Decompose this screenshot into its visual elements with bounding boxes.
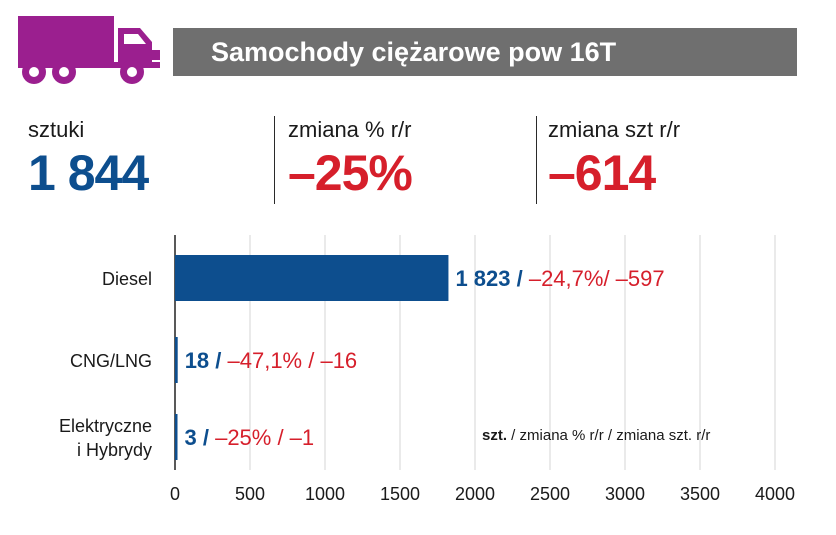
kpi-divider [536,116,537,204]
x-tick-label: 4000 [755,484,795,504]
data-label: 18 / –47,1% / –16 [185,348,357,373]
bar [175,337,178,383]
kpi-change-units-value: –614 [548,145,656,201]
x-tick-label: 1500 [380,484,420,504]
x-tick-label: 3000 [605,484,645,504]
kpi-units-value: 1 844 [28,145,149,201]
kpi-change-percent-label: zmiana % r/r [288,117,412,142]
data-label-units: 18 / [185,348,222,373]
data-label: 1 823 / –24,7%/ –597 [455,266,664,291]
data-label-change: –25% / –1 [209,425,314,450]
data-label: 3 / –25% / –1 [185,425,315,450]
title-bar: Samochody ciężarowe pow 16T [173,28,797,76]
kpi-change-units: zmiana szt r/r –614 [548,116,680,202]
data-label-change: –24,7%/ –597 [523,266,665,291]
x-tick-label: 2500 [530,484,570,504]
x-tick-label: 0 [170,484,180,504]
data-label-units: 1 823 / [455,266,522,291]
x-tick-label: 1000 [305,484,345,504]
category-label: CNG/LNG [70,351,152,371]
page-title: Samochody ciężarowe pow 16T [211,37,617,67]
category-label: Diesel [102,269,152,289]
x-tick-label: 3500 [680,484,720,504]
data-label-change: –47,1% / –16 [221,348,357,373]
kpi-change-units-label: zmiana szt r/r [548,117,681,142]
x-tick-label: 500 [235,484,265,504]
data-label-units: 3 / [185,425,209,450]
category-label: Elektryczne i Hybrydy [59,416,152,460]
legend-note: szt. / zmiana % r/r / zmiana szt. r/r [482,427,710,444]
kpi-units-label: sztuki [28,117,85,142]
kpi-change-percent-value: –25% [288,145,413,201]
kpi-units: sztuki 1 844 [28,116,149,202]
kpi-change-percent: zmiana % r/r –25% [288,116,413,202]
bar [175,255,449,301]
x-tick-label: 2000 [455,484,495,504]
kpi-divider [274,116,275,204]
bar-chart: 0 500 1000 1500 2000 2500 3000 3500 4000 Diesel 1 … [59,235,795,504]
truck-icon [18,16,160,84]
bar [175,414,178,460]
